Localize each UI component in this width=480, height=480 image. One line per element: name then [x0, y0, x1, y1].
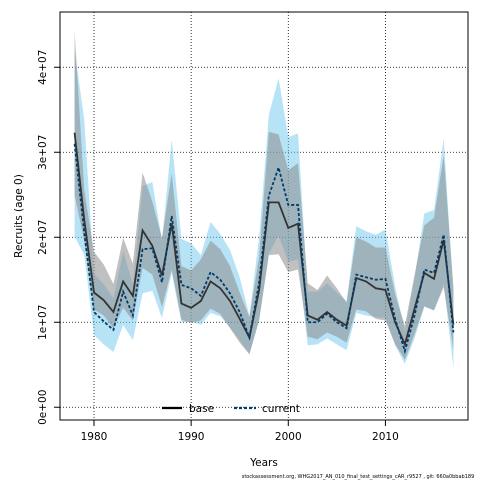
confidence-band-base	[74, 30, 454, 360]
x-axis-title: Years	[249, 457, 278, 469]
y-tick-label: 1e+07	[37, 305, 49, 340]
x-axis: 1980 1990 2000 2010	[81, 420, 399, 443]
y-tick-label: 3e+07	[37, 135, 49, 170]
series-lines	[73, 132, 455, 355]
plot-frame	[59, 11, 469, 421]
x-tick-label: 2000	[275, 431, 302, 443]
confidence-bands	[74, 30, 454, 369]
legend-label-base: base	[189, 403, 214, 415]
legend-label-current: current	[262, 403, 300, 415]
y-axis-title: Recruits (age 0)	[13, 174, 25, 258]
x-tick-label: 1980	[81, 431, 108, 443]
legend: base current	[162, 403, 300, 415]
footer-credit: stockassessment.org, WHG2017_AN_010_fina…	[242, 474, 475, 480]
y-tick-label: 2e+07	[37, 220, 49, 255]
y-tick-label: 4e+07	[37, 50, 49, 85]
series-line-current	[73, 143, 455, 355]
x-tick-label: 2010	[372, 431, 399, 443]
y-tick-label: 0e+00	[37, 390, 49, 425]
x-tick-label: 1990	[178, 431, 205, 443]
y-axis: 0e+00 1e+07 2e+07 3e+07 4e+07	[37, 50, 60, 425]
